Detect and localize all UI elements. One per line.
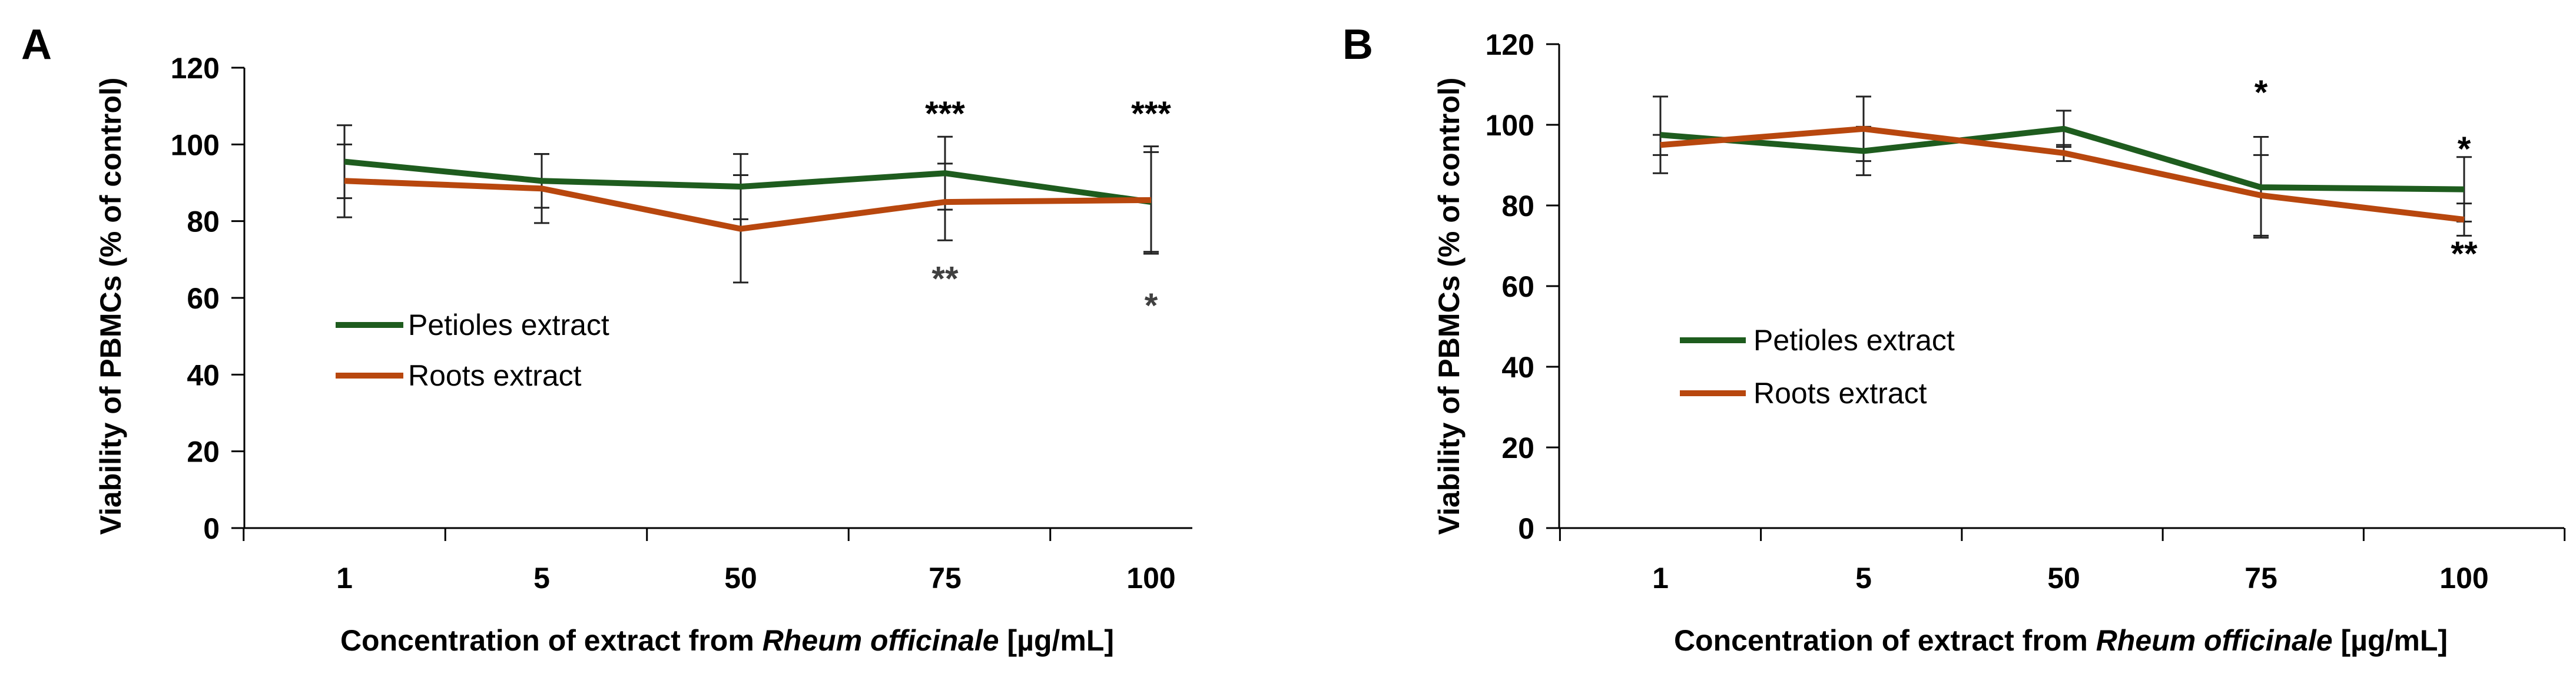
x-tick-label: 1: [336, 562, 353, 595]
y-tick-label: 80: [187, 205, 220, 238]
x-title-part-3: [µg/mL]: [2333, 624, 2448, 657]
panel-a-axes: [231, 67, 1192, 541]
y-tick-label: 60: [1501, 270, 1534, 303]
x-tick-label: 5: [533, 562, 550, 595]
panel-a-legend: Petioles extract Roots extract: [336, 308, 609, 392]
x-tick-label: 100: [2439, 562, 2488, 595]
panel-b-y-axis-title: Viability of PBMCs (% of control): [1433, 78, 1466, 535]
y-tick-label: 100: [171, 128, 220, 161]
panel-b: B 0 20 40 60 80 100 120 1 5 50 75 100 Viability of …: [1342, 21, 2566, 657]
series-line-petioles-extract: [344, 158, 1152, 205]
y-tick-label: 40: [1501, 351, 1534, 384]
legend-label-petioles: Petioles extract: [1753, 324, 1955, 357]
x-title-part-3: [µg/mL]: [999, 624, 1114, 657]
y-tick-label: 120: [171, 52, 220, 85]
significance-mark: ***: [1131, 95, 1171, 133]
legend-label-roots: Roots extract: [408, 359, 582, 392]
panel-a-tick-labels: 0 20 40 60 80 100 120 1 5 50 75 100: [171, 52, 1176, 595]
panel-a-x-axis-title: Concentration of extract from Rheum offi…: [340, 624, 1114, 657]
y-tick-label: 120: [1486, 28, 1534, 61]
significance-mark: *: [1145, 287, 1158, 325]
panel-a-letter: A: [21, 21, 52, 68]
y-tick-label: 0: [203, 512, 220, 545]
x-title-species: Rheum officinale: [2096, 624, 2333, 657]
panel-a-y-axis-title: Viability of PBMCs (% of control): [94, 78, 127, 535]
y-tick-label: 0: [1518, 512, 1534, 545]
x-tick-label: 5: [1855, 562, 1872, 595]
legend-label-roots: Roots extract: [1753, 377, 1927, 410]
panel-b-letter: B: [1342, 21, 1373, 68]
significance-mark: ***: [925, 95, 965, 133]
y-tick-label: 60: [187, 282, 220, 315]
y-tick-label: 100: [1486, 109, 1534, 142]
panel-b-plot-area: ****: [1653, 74, 2478, 273]
panel-b-legend: Petioles extract Roots extract: [1680, 324, 1955, 410]
panel-b-tick-labels: 0 20 40 60 80 100 120 1 5 50 75 100: [1486, 28, 2489, 595]
x-tick-label: 75: [2245, 562, 2277, 595]
x-tick-label: 75: [929, 562, 962, 595]
y-tick-label: 40: [187, 359, 220, 391]
x-tick-label: 1: [1652, 562, 1669, 595]
significance-mark: **: [931, 260, 959, 298]
panel-b-x-axis-title: Concentration of extract from Rheum offi…: [1674, 624, 2448, 657]
y-tick-label: 20: [187, 436, 220, 469]
y-tick-label: 20: [1501, 432, 1534, 464]
x-tick-label: 100: [1126, 562, 1175, 595]
legend-label-petioles: Petioles extract: [408, 308, 609, 341]
significance-mark: **: [2451, 235, 2478, 273]
x-title-part-1: Concentration of extract from: [1674, 624, 2096, 657]
x-title-species: Rheum officinale: [762, 624, 999, 657]
panel-a-plot-area: *********: [337, 95, 1171, 325]
panel-a: A 0 20 40 60 80 100 120 1 5 50 75 100 Viability of …: [21, 21, 1192, 657]
x-tick-label: 50: [2047, 562, 2080, 595]
x-title-part-1: Concentration of extract from: [340, 624, 762, 657]
significance-mark: *: [2255, 74, 2268, 112]
y-tick-label: 80: [1501, 190, 1534, 223]
x-tick-label: 50: [724, 562, 757, 595]
panel-b-axes: [1546, 43, 2566, 541]
significance-mark: *: [2458, 130, 2471, 168]
